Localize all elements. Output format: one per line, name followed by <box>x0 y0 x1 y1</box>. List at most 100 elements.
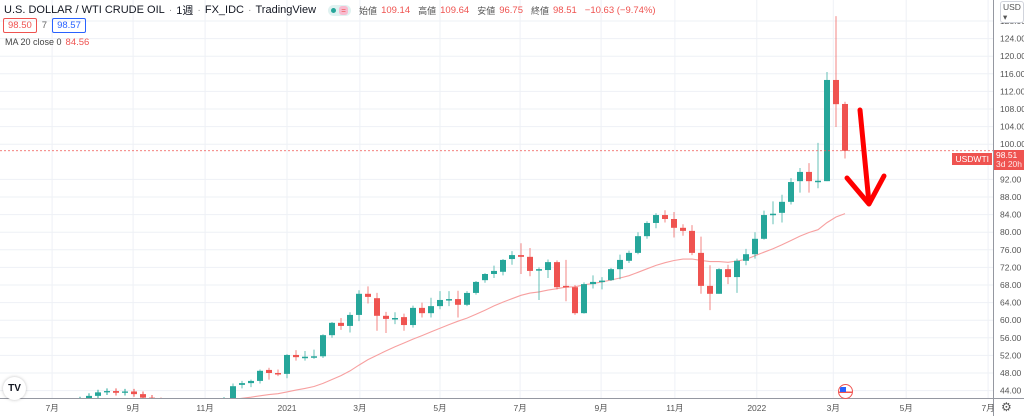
arrow-shaft <box>857 107 872 206</box>
candle-body <box>671 219 677 228</box>
candle-body <box>320 335 326 357</box>
sell-button[interactable]: 98.50 <box>3 18 37 33</box>
tradingview-logo-icon[interactable]: TV <box>3 377 26 400</box>
price-tick-label: 84.00 <box>1000 210 1022 220</box>
candle-body <box>365 293 371 297</box>
price-tick-label: 116.00 <box>1000 69 1024 79</box>
candle-body <box>266 369 272 373</box>
quote-row: 98.50 7 98.57 <box>3 18 86 33</box>
price-tick-label: 56.00 <box>1000 333 1022 343</box>
buy-button[interactable]: 98.57 <box>52 18 86 33</box>
time-tick-label: 7月 <box>45 403 58 413</box>
candle-body <box>149 397 155 398</box>
drawn-down-arrow[interactable] <box>844 107 887 207</box>
close-value: 98.51 <box>553 4 577 16</box>
change-value: −10.63 (−9.74%) <box>584 4 656 16</box>
candle-body <box>500 259 506 272</box>
last-price-value: 98.51 <box>996 150 1018 160</box>
time-tick-label: 3月 <box>827 403 840 413</box>
price-tick-label: 92.00 <box>1000 174 1022 184</box>
time-tick-label: 9月 <box>126 403 139 413</box>
time-tick-label: 7月 <box>513 403 526 413</box>
low-label: 安値 <box>477 5 496 16</box>
exchange: FX_IDC <box>204 4 244 16</box>
candle-body <box>374 298 380 316</box>
price-tick-label: 100.00 <box>1000 139 1024 149</box>
candle-body <box>68 403 74 406</box>
separator: · <box>168 4 173 16</box>
price-tick-label: 112.00 <box>1000 86 1024 96</box>
candle-body <box>158 400 164 404</box>
candle-body <box>590 281 596 285</box>
indicator-value: 84.56 <box>65 37 90 48</box>
price-tick-label: 88.00 <box>1000 192 1022 202</box>
time-tick-label: 7月 <box>981 403 994 413</box>
price-tick-label: 68.00 <box>1000 280 1022 290</box>
candle-body <box>833 79 839 105</box>
price-tick-label: 64.00 <box>1000 298 1022 308</box>
candle-body <box>788 182 794 202</box>
time-tick-label: 2021 <box>278 403 297 413</box>
market-status-pill[interactable]: = <box>328 4 352 16</box>
candle-body <box>545 262 551 271</box>
candle-body <box>707 285 713 294</box>
symbol-price-tag: USDWTI <box>952 153 992 165</box>
time-tick-label: 11月 <box>666 403 683 413</box>
candle-body <box>653 215 659 223</box>
market-open-dot-icon <box>331 7 337 13</box>
candle-body <box>392 318 398 320</box>
time-tick-label: 9月 <box>594 403 607 413</box>
candle-body <box>473 281 479 293</box>
price-tick-label: 44.00 <box>1000 386 1022 396</box>
us-flag-event-icon[interactable] <box>838 384 853 399</box>
time-axis[interactable]: 7月 9月 11月 2021 3月 5月 7月 9月 11月 2022 3月 5月 7月 <box>45 403 994 413</box>
interval[interactable]: 1週 <box>176 5 194 17</box>
candle-body <box>680 227 686 231</box>
candle-body <box>599 280 605 283</box>
candle-body <box>482 274 488 281</box>
high-value: 109.64 <box>440 4 470 16</box>
time-tick-label: 3月 <box>353 403 366 413</box>
candle-body <box>293 354 299 358</box>
candle-body <box>608 269 614 281</box>
candle-body <box>815 180 821 183</box>
candle-body <box>536 269 542 271</box>
open-value: 109.14 <box>381 4 411 16</box>
candle-body <box>167 404 173 408</box>
candle-body <box>446 299 452 301</box>
candles-layer <box>68 16 848 408</box>
candle-body <box>383 315 389 319</box>
candle-body <box>77 399 83 403</box>
price-tick-label: 104.00 <box>1000 122 1024 132</box>
candle-body <box>518 255 524 257</box>
candle-body <box>626 252 632 261</box>
arrow-head <box>844 173 887 207</box>
indicator-label: MA 20 close 0 <box>5 37 62 47</box>
close-label: 終値 <box>531 5 550 16</box>
price-axis[interactable]: 128.00124.00120.00116.00112.00108.00104.… <box>1000 16 1024 396</box>
candle-body <box>617 259 623 270</box>
candle-body <box>563 285 569 288</box>
candle-body <box>761 215 767 239</box>
candle-body <box>428 306 434 314</box>
price-tick-label: 72.00 <box>1000 262 1022 272</box>
candle-body <box>842 103 848 151</box>
indicator-legend[interactable]: MA 20 close 0 84.56 <box>5 37 89 48</box>
price-tick-label: 120.00 <box>1000 51 1024 61</box>
chart-legend: U.S. DOLLAR / WTI CRUDE OIL · 1週 · FX_ID… <box>4 2 656 18</box>
candle-body <box>104 391 110 393</box>
candle-body <box>572 287 578 314</box>
candle-body <box>662 215 668 219</box>
price-tick-label: 124.00 <box>1000 34 1024 44</box>
price-tick-label: 48.00 <box>1000 368 1022 378</box>
last-price-label: 98.51 3d 20h <box>994 150 1024 170</box>
gear-icon[interactable]: ⚙ <box>1001 400 1012 414</box>
currency-dropdown[interactable]: USD ▾ <box>1000 1 1024 23</box>
symbol-title[interactable]: U.S. DOLLAR / WTI CRUDE OIL <box>4 4 165 16</box>
candle-body <box>554 262 560 288</box>
high-label: 高値 <box>418 5 437 16</box>
low-value: 96.75 <box>499 4 523 16</box>
candle-body <box>302 356 308 359</box>
candle-body <box>464 292 470 305</box>
